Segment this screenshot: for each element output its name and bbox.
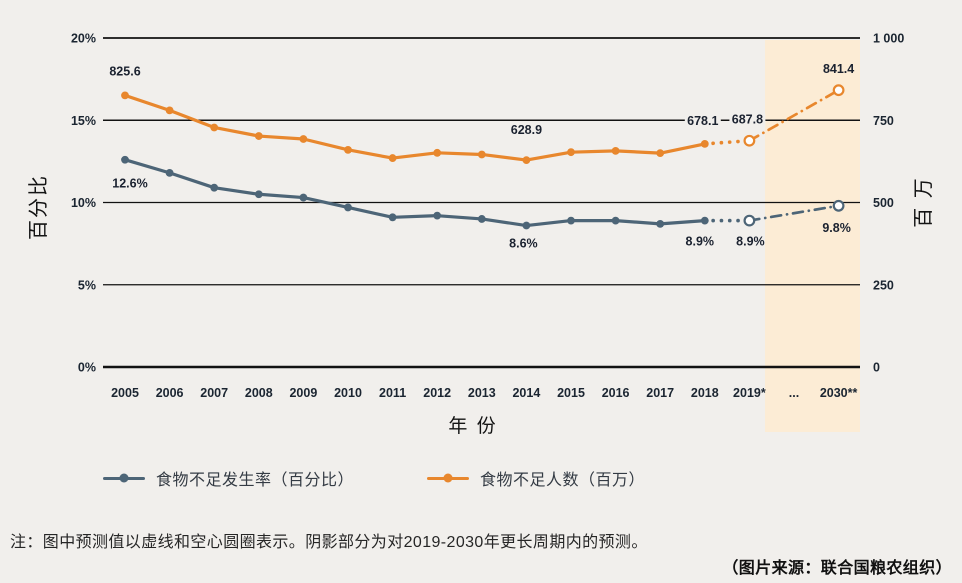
data-point-label: 9.8% <box>822 221 851 235</box>
left-axis-tick: 10% <box>71 196 96 210</box>
data-point-label: 841.4 <box>823 62 854 76</box>
x-axis-tick: 2030** <box>820 386 858 400</box>
chart-legend: 食物不足发生率（百分比） 食物不足人数（百万） <box>0 468 962 489</box>
legend-item-number: 食物不足人数（百万） <box>427 468 646 489</box>
data-point-marker <box>700 216 709 225</box>
data-point-label: 8.6% <box>509 237 538 251</box>
data-point-marker <box>477 150 486 159</box>
legend-label-prevalence: 食物不足发生率（百分比） <box>156 472 355 489</box>
series-line-dashdot-forecast <box>748 204 840 222</box>
series-line-dotted-forecast <box>703 138 752 146</box>
data-point-label: 12.6% <box>112 177 147 191</box>
figure-note: 注：图中预测值以虚线和空心圆圈表示。阴影部分为对2019-2030年更长周期内的… <box>10 534 648 551</box>
x-axis-tick: 2013 <box>468 386 496 400</box>
data-point-marker <box>433 211 442 220</box>
legend-label-number: 食物不足人数（百万） <box>480 472 646 489</box>
right-axis-title: 百 万 <box>913 176 935 228</box>
right-axis-tick: 0 <box>873 361 880 375</box>
data-point-marker <box>700 140 709 148</box>
left-axis-tick: 15% <box>71 114 96 128</box>
x-axis-tick: 2007 <box>200 386 228 400</box>
data-point-marker <box>165 106 174 115</box>
x-axis-title: 年 份 <box>448 415 497 437</box>
x-axis-tick: 2009 <box>289 386 317 400</box>
data-point-marker <box>656 219 665 228</box>
right-axis-tick: 500 <box>873 196 894 210</box>
left-axis-tick: 0% <box>78 361 96 375</box>
x-axis-tick: 2015 <box>557 386 585 400</box>
data-point-label: 687.8 <box>732 113 763 127</box>
legend-line-dot-marker-blue <box>103 473 145 483</box>
data-point-marker <box>522 156 531 164</box>
data-point-marker <box>344 145 352 154</box>
series-line-solid <box>124 158 705 228</box>
x-axis-tick: 2014 <box>512 386 540 400</box>
data-point-marker <box>121 155 129 164</box>
label-backing <box>729 113 766 127</box>
data-point-marker <box>522 221 531 230</box>
data-point-label: 825.6 <box>109 64 140 78</box>
x-axis-tick: 2005 <box>111 386 139 400</box>
left-axis-title: 百分比 <box>27 174 50 240</box>
forecast-hollow-marker <box>743 134 756 147</box>
data-point-marker <box>567 216 575 225</box>
left-axis-tick: 5% <box>78 278 96 292</box>
forecast-hollow-marker <box>832 84 845 97</box>
data-point-marker <box>656 149 665 158</box>
chart-canvas: 20% 15% 10% 5% 0% 1 000 750 500 250 0 2005 2006 2007… <box>27 32 935 438</box>
data-point-marker <box>433 148 442 157</box>
data-point-marker <box>388 154 397 162</box>
data-point-label: 628.9 <box>511 123 542 137</box>
data-point-label: 8.9% <box>736 235 765 249</box>
right-axis-tick: 250 <box>873 278 894 292</box>
right-axis-tick: 750 <box>873 114 894 128</box>
series-line-solid <box>124 93 706 162</box>
x-axis-tick: 2010 <box>334 386 362 400</box>
data-point-marker <box>121 91 129 100</box>
x-axis-tick: 2006 <box>156 386 184 400</box>
x-axis-tick: ... <box>789 386 799 400</box>
data-point-marker <box>254 190 263 199</box>
forecast-shaded-band <box>765 40 860 432</box>
data-point-marker <box>388 213 397 222</box>
x-axis-tick: 2016 <box>602 386 630 400</box>
x-axis-tick: 2012 <box>423 386 451 400</box>
image-source: （图片来源：联合国粮农组织） <box>722 560 952 577</box>
legend-dot-icon <box>119 473 129 483</box>
data-point-marker <box>299 135 308 143</box>
forecast-hollow-marker <box>832 199 845 212</box>
series-line-dashdot-forecast <box>748 88 840 143</box>
data-point-marker <box>210 123 219 132</box>
data-point-marker <box>567 148 575 157</box>
legend-dot-icon <box>443 473 453 483</box>
x-axis-tick: 2018 <box>691 386 719 400</box>
right-axis-tick: 1 000 <box>873 32 904 46</box>
data-point-marker <box>210 183 219 192</box>
data-point-marker <box>611 216 620 225</box>
data-point-marker <box>165 168 174 177</box>
x-axis-tick: 2008 <box>245 386 273 400</box>
x-axis-tick: 2011 <box>379 386 406 400</box>
forecast-hollow-marker <box>743 214 756 227</box>
data-point-marker <box>254 132 263 140</box>
data-point-marker <box>299 193 308 202</box>
data-point-marker <box>611 146 620 155</box>
left-axis-tick: 20% <box>71 32 96 46</box>
data-point-marker <box>344 203 352 212</box>
data-point-marker <box>477 215 486 223</box>
data-point-label: 8.9% <box>686 235 715 249</box>
x-axis-tick: 2019* <box>733 386 766 400</box>
x-axis-tick: 2017 <box>646 386 674 400</box>
label-backing <box>684 114 721 128</box>
legend-line-dot-marker-orange <box>427 473 469 483</box>
legend-item-prevalence: 食物不足发生率（百分比） <box>103 468 355 489</box>
data-point-label: 678.1 <box>687 114 718 128</box>
